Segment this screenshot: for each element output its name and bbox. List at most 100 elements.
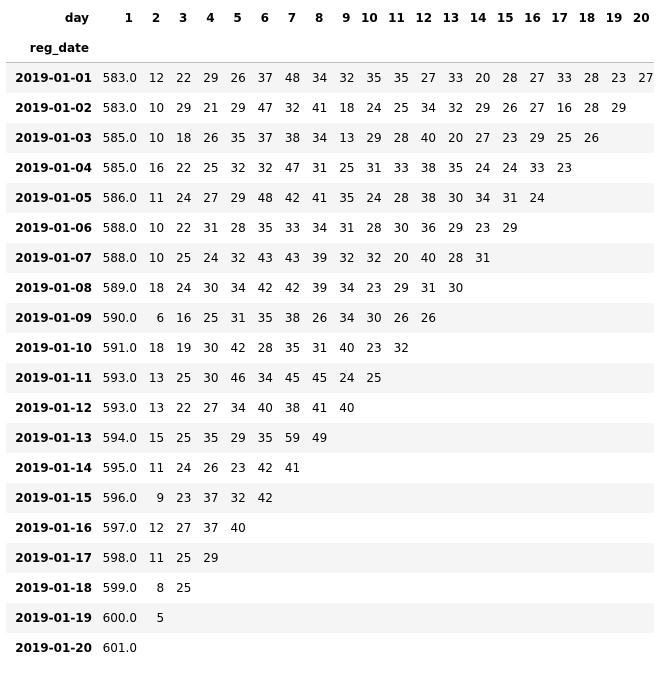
column-header: 5	[233, 11, 242, 25]
table-cell	[409, 543, 436, 573]
table-cell: 588.0	[102, 250, 137, 265]
table-cell: 32	[339, 250, 355, 265]
table-row: 2019-01-12 593.0 13 22 27 34 40 38 41 40	[6, 392, 654, 423]
column-header: 2	[151, 11, 161, 25]
row-index-date: 2019-01-05	[15, 190, 92, 205]
table-cell: 25	[556, 130, 572, 145]
table-cell: 595.0	[102, 460, 137, 475]
table-cell: 8	[156, 580, 165, 595]
table-cell: 35	[339, 190, 355, 205]
table-cell	[518, 453, 545, 483]
table-cell: 20	[393, 250, 409, 265]
table-cell: 25	[176, 550, 192, 565]
table-cell	[518, 273, 545, 303]
table-cell	[382, 603, 409, 633]
table-cell	[626, 213, 653, 243]
table-cell: 27	[475, 130, 491, 145]
table-cell	[300, 513, 327, 543]
table-cell: 13	[148, 400, 165, 415]
table-cell	[599, 423, 626, 453]
table-cell: 34	[230, 280, 246, 295]
table-cell	[191, 633, 218, 663]
column-header: 10	[360, 11, 378, 25]
table-cell	[490, 483, 517, 513]
column-header: 18	[578, 11, 596, 25]
row-index-date: 2019-01-17	[15, 550, 92, 565]
index-header-spacer	[327, 33, 355, 63]
table-cell: 24	[366, 100, 382, 115]
table-cell: 16	[176, 310, 192, 325]
table-cell	[626, 453, 653, 483]
table-row: 2019-01-01 583.0 12 22 29 26 37 48 34 32 35 35 27 33 2…	[6, 62, 654, 93]
table-cell	[164, 633, 191, 663]
table-cell: 39	[312, 250, 328, 265]
table-cell: 41	[312, 400, 328, 415]
table-cell: 31	[312, 160, 328, 175]
table-cell: 28	[447, 250, 464, 265]
table-row: 2019-01-11 593.0 13 25 30 46 34 45 45 24 25	[6, 362, 654, 393]
table-cell	[327, 543, 354, 573]
table-cell	[382, 453, 409, 483]
table-cell: 33	[529, 160, 545, 175]
table-cell	[436, 603, 463, 633]
table-row: 2019-01-18 599.0 8 25	[6, 572, 654, 603]
table-cell: 26	[393, 310, 409, 325]
table-cell: 32	[366, 250, 382, 265]
table-cell: 32	[447, 100, 464, 115]
table-cell: 34	[339, 280, 355, 295]
table-cell: 30	[366, 310, 382, 325]
dataframe-table: day 1 2 3 4 5 6 7 8 9 10 11 12 13 14 15 16 17 18 19 20 reg_…	[6, 3, 654, 663]
table-cell	[626, 273, 653, 303]
table-cell	[626, 123, 653, 153]
table-cell	[463, 483, 490, 513]
index-header-spacer	[218, 33, 246, 63]
table-cell: 20	[475, 70, 491, 85]
table-cell: 583.0	[102, 100, 137, 115]
column-header: 20	[632, 11, 650, 25]
table-cell: 39	[312, 280, 328, 295]
table-cell	[518, 213, 545, 243]
table-cell: 599.0	[102, 580, 137, 595]
table-cell	[409, 393, 436, 423]
table-cell: 35	[257, 430, 273, 445]
table-cell: 43	[284, 250, 301, 265]
table-cell	[409, 423, 436, 453]
table-row: 2019-01-02 583.0 10 29 21 29 47 32 41 18 24 25 34 32 2…	[6, 92, 654, 123]
table-cell: 28	[257, 340, 273, 355]
table-cell: 24	[475, 160, 491, 175]
row-index-date: 2019-01-11	[15, 370, 92, 385]
table-cell: 23	[556, 160, 572, 175]
table-cell: 49	[312, 430, 328, 445]
table-cell: 591.0	[102, 340, 137, 355]
table-cell	[355, 453, 382, 483]
table-cell: 34	[230, 400, 246, 415]
table-cell	[355, 573, 382, 603]
table-cell: 29	[475, 100, 491, 115]
table-cell	[518, 573, 545, 603]
table-cell: 31	[203, 220, 219, 235]
table-cell: 33	[393, 160, 409, 175]
table-cell	[545, 453, 572, 483]
table-row: 2019-01-19 600.0 5	[6, 602, 654, 633]
table-cell: 593.0	[102, 400, 137, 415]
table-row: 2019-01-05 586.0 11 24 27 29 48 42 41 35 24 28 38 30 3…	[6, 182, 654, 213]
table-cell: 45	[312, 370, 328, 385]
table-cell: 36	[420, 220, 437, 235]
table-cell: 33	[556, 70, 572, 85]
table-cell	[327, 573, 354, 603]
table-cell	[518, 303, 545, 333]
table-cell: 30	[447, 280, 464, 295]
table-cell	[626, 153, 653, 183]
row-index-date: 2019-01-08	[15, 280, 92, 295]
table-cell	[436, 363, 463, 393]
table-cell: 23	[366, 280, 382, 295]
table-cell: 594.0	[102, 430, 137, 445]
table-cell	[599, 513, 626, 543]
table-cell: 34	[420, 100, 437, 115]
table-cell: 598.0	[102, 550, 137, 565]
table-cell: 31	[502, 190, 518, 205]
table-cell: 22	[176, 400, 192, 415]
table-cell	[572, 303, 599, 333]
table-header: day 1 2 3 4 5 6 7 8 9 10 11 12 13 14 15 16 17 18 19 20 reg_…	[6, 3, 654, 63]
table-cell	[545, 213, 572, 243]
